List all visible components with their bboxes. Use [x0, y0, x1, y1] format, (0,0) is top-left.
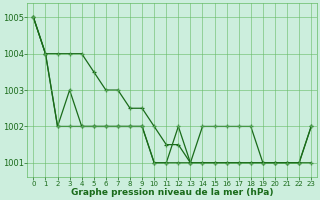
X-axis label: Graphe pression niveau de la mer (hPa): Graphe pression niveau de la mer (hPa): [71, 188, 274, 197]
